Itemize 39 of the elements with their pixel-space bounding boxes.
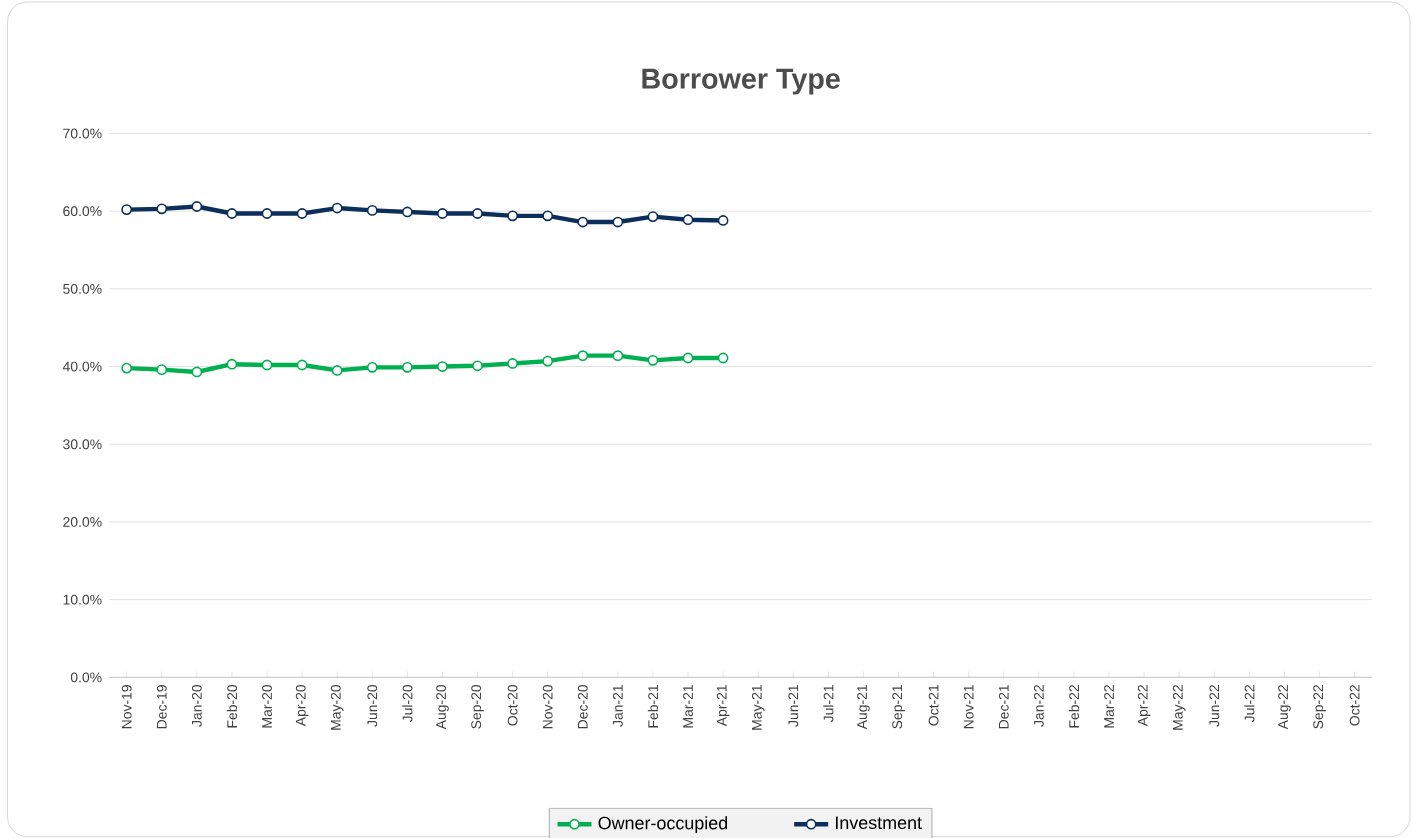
- point: [226, 358, 238, 370]
- point: [331, 364, 343, 376]
- point: [437, 207, 448, 219]
- point: [226, 207, 238, 219]
- point: [156, 363, 168, 375]
- point: [121, 203, 133, 215]
- point: [542, 210, 554, 221]
- point: [612, 349, 624, 361]
- point: [717, 214, 729, 226]
- chart-title: Borrower Type: [642, 68, 840, 95]
- point: [191, 200, 203, 212]
- point: [437, 360, 448, 372]
- point: [507, 357, 518, 369]
- point: [647, 210, 659, 222]
- point: [366, 361, 378, 373]
- legend-label: Investment: [835, 816, 922, 829]
- point: [542, 355, 554, 367]
- point: [507, 210, 518, 221]
- point: [577, 216, 589, 228]
- point: [401, 361, 413, 373]
- point: [121, 362, 133, 374]
- point: [612, 216, 624, 228]
- point: [401, 206, 413, 217]
- point: [682, 352, 694, 364]
- point: [647, 354, 659, 366]
- point: [366, 204, 378, 216]
- point: [191, 366, 203, 378]
- point: [261, 207, 273, 219]
- point: [296, 359, 308, 371]
- point: [682, 213, 694, 225]
- point: [472, 360, 483, 371]
- point: [472, 207, 483, 219]
- point: [261, 359, 273, 371]
- point: [331, 202, 343, 214]
- point: [156, 203, 168, 214]
- point: [577, 349, 589, 361]
- legend-label: Owner-occupied: [598, 815, 728, 833]
- point: [717, 352, 729, 364]
- point: [296, 207, 308, 219]
